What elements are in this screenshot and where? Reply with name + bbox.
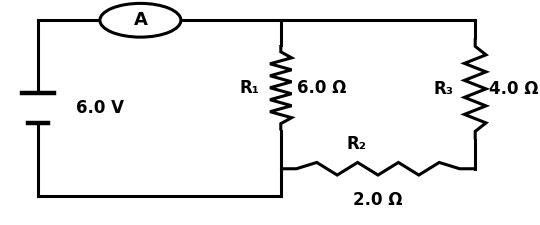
Text: A: A bbox=[133, 11, 147, 29]
Text: R₂: R₂ bbox=[346, 135, 367, 153]
Text: R₁: R₁ bbox=[239, 79, 259, 97]
Text: R₃: R₃ bbox=[434, 80, 454, 98]
Text: 6.0 V: 6.0 V bbox=[76, 99, 124, 117]
Text: 6.0 Ω: 6.0 Ω bbox=[297, 79, 346, 97]
Circle shape bbox=[100, 3, 181, 37]
Text: 2.0 Ω: 2.0 Ω bbox=[353, 191, 403, 209]
Text: 4.0 Ω: 4.0 Ω bbox=[489, 80, 538, 98]
